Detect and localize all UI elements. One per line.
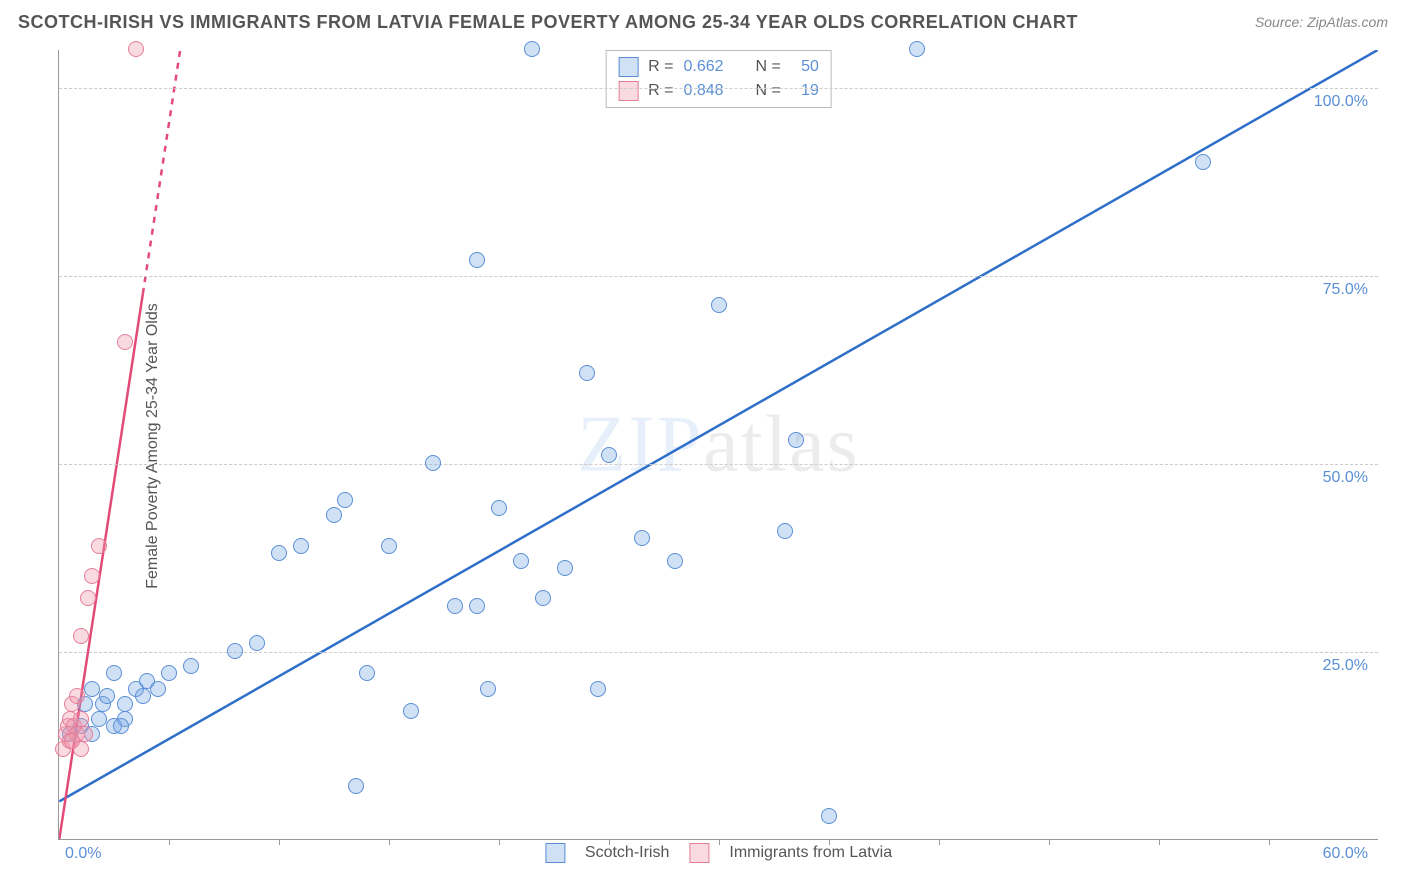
y-tick-label: 25.0% bbox=[1323, 657, 1368, 675]
data-point bbox=[513, 553, 529, 569]
data-point bbox=[73, 628, 89, 644]
x-tick bbox=[719, 839, 720, 845]
data-point bbox=[403, 703, 419, 719]
data-point bbox=[161, 665, 177, 681]
chart-title: SCOTCH-IRISH VS IMMIGRANTS FROM LATVIA F… bbox=[18, 12, 1078, 33]
data-point bbox=[135, 688, 151, 704]
data-point bbox=[491, 500, 507, 516]
data-point bbox=[1195, 154, 1211, 170]
data-point bbox=[113, 718, 129, 734]
data-point bbox=[469, 252, 485, 268]
stats-row: R = 0.662 N = 50 bbox=[618, 55, 819, 79]
y-tick-label: 100.0% bbox=[1314, 93, 1368, 111]
source-attribution: Source: ZipAtlas.com bbox=[1255, 14, 1388, 30]
x-tick bbox=[609, 839, 610, 845]
data-point bbox=[337, 492, 353, 508]
legend-label: Immigrants from Latvia bbox=[729, 844, 892, 862]
stats-row: R = 0.848 N = 19 bbox=[618, 79, 819, 103]
r-value: 0.662 bbox=[683, 55, 723, 79]
data-point bbox=[381, 538, 397, 554]
data-point bbox=[293, 538, 309, 554]
data-point bbox=[64, 733, 80, 749]
x-tick bbox=[1159, 839, 1160, 845]
n-label: N = bbox=[756, 79, 781, 103]
data-point bbox=[711, 297, 727, 313]
data-point bbox=[84, 568, 100, 584]
legend-swatch bbox=[618, 81, 638, 101]
data-point bbox=[821, 808, 837, 824]
x-tick bbox=[1049, 839, 1050, 845]
data-point bbox=[249, 635, 265, 651]
data-point bbox=[271, 545, 287, 561]
data-point bbox=[227, 643, 243, 659]
data-point bbox=[667, 553, 683, 569]
data-point bbox=[326, 507, 342, 523]
y-tick-label: 75.0% bbox=[1323, 281, 1368, 299]
data-point bbox=[69, 688, 85, 704]
data-point bbox=[150, 681, 166, 697]
x-axis-max-label: 60.0% bbox=[1323, 845, 1368, 863]
watermark-bold: ZIP bbox=[577, 400, 703, 488]
data-point bbox=[557, 560, 573, 576]
bottom-legend: Scotch-Irish Immigrants from Latvia bbox=[545, 843, 892, 863]
x-tick bbox=[1269, 839, 1270, 845]
x-tick bbox=[939, 839, 940, 845]
data-point bbox=[80, 590, 96, 606]
x-tick bbox=[829, 839, 830, 845]
x-tick bbox=[499, 839, 500, 845]
data-point bbox=[777, 523, 793, 539]
r-value: 0.848 bbox=[683, 79, 723, 103]
stats-legend-box: R = 0.662 N = 50 R = 0.848 N = 19 bbox=[605, 50, 832, 108]
data-point bbox=[91, 538, 107, 554]
data-point bbox=[469, 598, 485, 614]
watermark: ZIPatlas bbox=[577, 399, 860, 490]
data-point bbox=[590, 681, 606, 697]
data-point bbox=[348, 778, 364, 794]
n-value: 50 bbox=[791, 55, 819, 79]
legend-swatch bbox=[618, 57, 638, 77]
data-point bbox=[579, 365, 595, 381]
data-point bbox=[425, 455, 441, 471]
x-tick bbox=[389, 839, 390, 845]
legend-swatch bbox=[545, 843, 565, 863]
data-point bbox=[480, 681, 496, 697]
x-tick bbox=[169, 839, 170, 845]
gridline bbox=[59, 464, 1378, 465]
gridline bbox=[59, 88, 1378, 89]
data-point bbox=[91, 711, 107, 727]
data-point bbox=[73, 711, 89, 727]
x-axis-min-label: 0.0% bbox=[65, 845, 101, 863]
data-point bbox=[601, 447, 617, 463]
data-point bbox=[117, 334, 133, 350]
data-point bbox=[84, 681, 100, 697]
data-point bbox=[117, 696, 133, 712]
n-label: N = bbox=[756, 55, 781, 79]
data-point bbox=[788, 432, 804, 448]
data-point bbox=[106, 665, 122, 681]
gridline bbox=[59, 276, 1378, 277]
data-point bbox=[128, 41, 144, 57]
legend-label: Scotch-Irish bbox=[585, 844, 669, 862]
gridline bbox=[59, 652, 1378, 653]
data-point bbox=[524, 41, 540, 57]
r-label: R = bbox=[648, 55, 673, 79]
data-point bbox=[447, 598, 463, 614]
plot-area: ZIPatlas R = 0.662 N = 50 R = 0.848 N = … bbox=[58, 50, 1378, 840]
data-point bbox=[99, 688, 115, 704]
data-point bbox=[183, 658, 199, 674]
data-point bbox=[634, 530, 650, 546]
data-point bbox=[535, 590, 551, 606]
y-tick-label: 50.0% bbox=[1323, 469, 1368, 487]
data-point bbox=[909, 41, 925, 57]
chart-container: SCOTCH-IRISH VS IMMIGRANTS FROM LATVIA F… bbox=[0, 0, 1406, 892]
r-label: R = bbox=[648, 79, 673, 103]
watermark-light: atlas bbox=[703, 400, 860, 488]
data-point bbox=[359, 665, 375, 681]
x-tick bbox=[279, 839, 280, 845]
legend-swatch bbox=[689, 843, 709, 863]
n-value: 19 bbox=[791, 79, 819, 103]
